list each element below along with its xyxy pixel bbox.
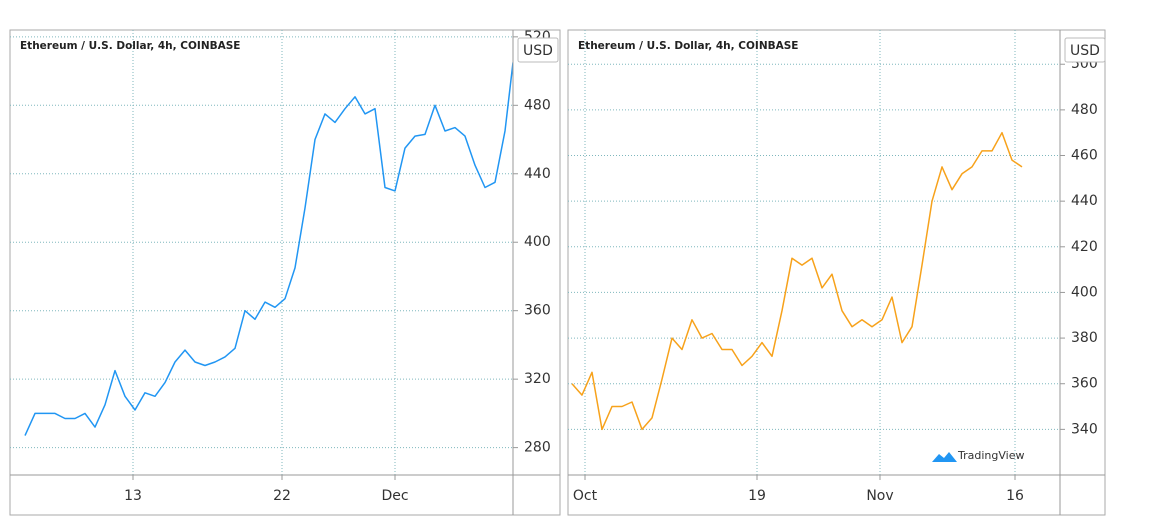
unit-label: USD — [523, 43, 553, 59]
chart-title: Ethereum / U.S. Dollar, 4h, COINBASE — [20, 40, 240, 52]
watermark-logo — [932, 452, 957, 462]
y-tick-label: 400 — [524, 234, 551, 250]
panel-border — [567, 29, 1106, 516]
y-tick-label: 360 — [524, 303, 551, 319]
y-tick-label: 380 — [1071, 330, 1098, 346]
unit-box — [1064, 37, 1106, 63]
y-tick-label: 440 — [524, 166, 551, 182]
y-tick-label: 440 — [1071, 193, 1098, 209]
y-tick-label: 480 — [1071, 102, 1098, 118]
unit-label: USD — [1070, 43, 1100, 59]
chart-title: Ethereum / U.S. Dollar, 4h, COINBASE — [578, 40, 798, 52]
panel-border — [9, 29, 561, 516]
y-tick-label: 420 — [1071, 239, 1098, 255]
unit-box — [517, 37, 559, 63]
y-tick-label: 320 — [524, 371, 551, 387]
x-tick-label: Dec — [381, 488, 408, 504]
y-tick-label: 280 — [524, 440, 551, 456]
y-tick-label: 360 — [1071, 376, 1098, 392]
y-tick-label: 400 — [1071, 284, 1098, 300]
y-tick-label: 480 — [524, 97, 551, 113]
x-tick-label: 13 — [124, 488, 142, 504]
plot — [24, 62, 513, 436]
x-tick-label: 16 — [1006, 488, 1024, 504]
price-line — [571, 131, 1023, 431]
x-tick-label: 19 — [748, 488, 766, 504]
plot — [571, 131, 1023, 431]
x-tick-label: 22 — [273, 488, 291, 504]
price-line — [24, 62, 513, 436]
y-tick-label: 460 — [1071, 148, 1098, 164]
watermark: TradingView — [957, 449, 1024, 462]
y-tick-label: 340 — [1071, 421, 1098, 437]
x-tick-label: Oct — [573, 488, 598, 504]
x-tick-label: Nov — [866, 488, 893, 504]
